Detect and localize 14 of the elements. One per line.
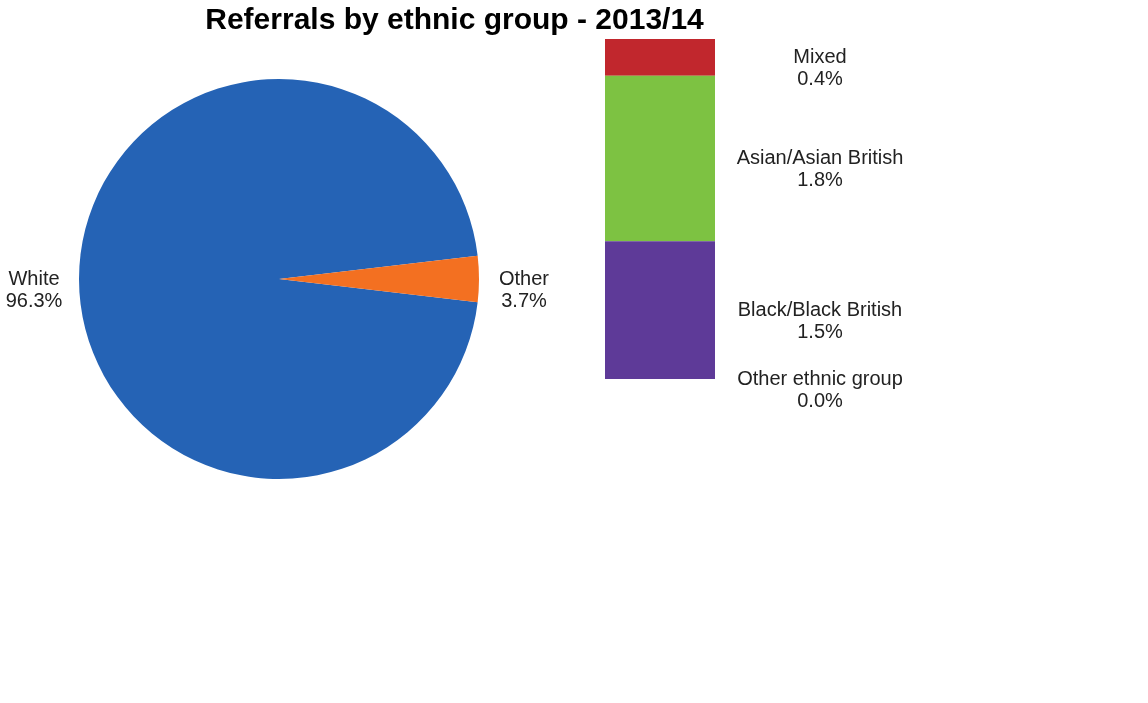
data-label: 0.0% <box>797 389 844 411</box>
data-label: 1.8% <box>797 168 844 191</box>
category-label: Mixed <box>793 45 847 68</box>
data-label: 0.4% <box>797 67 844 90</box>
data-label: 96.3% <box>5 289 63 311</box>
data-label: 1.5% <box>797 320 844 343</box>
category-label: Black/Black British <box>737 298 903 321</box>
category-label: Other ethnic group <box>737 367 903 389</box>
slice-label: Other <box>498 267 550 289</box>
pie-slice <box>79 79 478 479</box>
slice-label: White <box>8 267 60 289</box>
data-label: 3.7% <box>501 289 548 311</box>
category-label: Asian/Asian British <box>736 146 904 169</box>
chart-title: Referrals by ethnic group - 2013/14 <box>205 2 705 35</box>
